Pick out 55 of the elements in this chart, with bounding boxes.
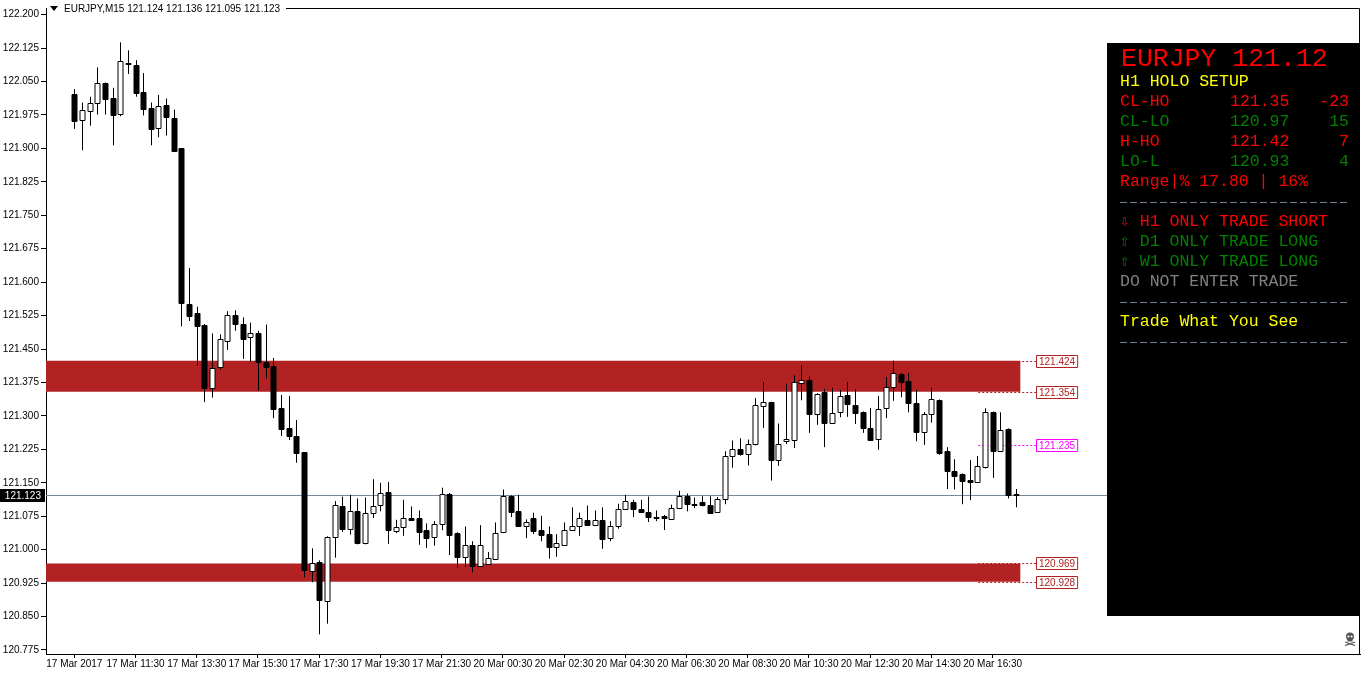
text: H1 HOLO SETUP bbox=[1120, 72, 1249, 92]
y-tick-label: 122.125 bbox=[2, 41, 40, 53]
x-tick-label: 17 Mar 15:30 bbox=[228, 657, 288, 669]
text: DO NOT ENTER TRADE bbox=[1120, 272, 1299, 292]
text: CL-LO 120.97 15 bbox=[1120, 112, 1349, 131]
y-tick-label: 121.900 bbox=[2, 142, 40, 154]
ref-line-label: 120.928 bbox=[1039, 576, 1076, 588]
x-tick-label: 20 Mar 02:30 bbox=[534, 657, 594, 669]
text: Trade What You See bbox=[1120, 312, 1299, 332]
y-tick-label: 121.525 bbox=[2, 309, 40, 321]
y-tick-label: 122.050 bbox=[2, 75, 40, 87]
x-tick-label: 17 Mar 2017 bbox=[46, 657, 103, 669]
y-tick-label: 121.225 bbox=[2, 443, 40, 455]
x-tick-label: 17 Mar 11:30 bbox=[106, 657, 166, 669]
y-tick-label: 120.775 bbox=[2, 643, 40, 655]
x-tick-label: 20 Mar 06:30 bbox=[657, 657, 717, 669]
text: ⇩ H1 ONLY TRADE SHORT bbox=[1120, 212, 1328, 232]
y-tick-label: 122.200 bbox=[2, 8, 40, 20]
text: LO-L 120.93 4 bbox=[1120, 152, 1349, 171]
ref-line-label: 121.235 bbox=[1039, 439, 1076, 451]
x-tick-label: 20 Mar 14:30 bbox=[901, 657, 962, 669]
x-tick-label: 17 Mar 21:30 bbox=[412, 657, 472, 669]
x-tick-label: 20 Mar 08:30 bbox=[718, 657, 778, 669]
y-tick-label: 121.450 bbox=[2, 342, 40, 354]
ref-line-label: 121.354 bbox=[1039, 386, 1076, 398]
y-tick-label: 120.850 bbox=[2, 610, 40, 622]
y-tick-label: 121.375 bbox=[2, 376, 40, 388]
text: ⇧ W1 ONLY TRADE LONG bbox=[1120, 252, 1319, 272]
ref-line-label: 121.123 bbox=[4, 489, 42, 501]
y-tick-label: 121.750 bbox=[2, 209, 40, 221]
y-tick-label: 121.000 bbox=[2, 543, 40, 555]
text: EURJPY 121.12 bbox=[1121, 44, 1328, 74]
text: CL-HO 121.35 -23 bbox=[1120, 92, 1349, 111]
y-tick-label: 121.150 bbox=[2, 476, 40, 488]
x-tick-label: 17 Mar 19:30 bbox=[350, 657, 411, 669]
x-tick-label: 20 Mar 00:30 bbox=[473, 657, 533, 669]
ref-line-label: 120.969 bbox=[1039, 557, 1076, 569]
x-tick-label: 17 Mar 13:30 bbox=[167, 657, 227, 669]
x-tick-label: 17 Mar 17:30 bbox=[289, 657, 350, 669]
y-tick-label: 120.925 bbox=[2, 576, 40, 588]
x-tick-label: 20 Mar 04:30 bbox=[595, 657, 656, 669]
chart-title: EURJPY,M15 121.124 121.136 121.095 121.123 bbox=[64, 3, 281, 14]
y-tick-label: 121.675 bbox=[2, 242, 40, 254]
text: ⇧ D1 ONLY TRADE LONG bbox=[1120, 232, 1319, 252]
text: H-HO 121.42 7 bbox=[1120, 132, 1349, 151]
y-tick-label: 121.975 bbox=[2, 108, 40, 120]
x-tick-label: 20 Mar 10:30 bbox=[779, 657, 839, 669]
ref-line-label: 121.424 bbox=[1039, 355, 1076, 367]
text: Range|% 17.80 | 16% bbox=[1120, 172, 1309, 192]
y-tick-label: 121.300 bbox=[2, 409, 40, 421]
x-tick-label: 20 Mar 12:30 bbox=[840, 657, 901, 669]
y-tick-label: 121.600 bbox=[2, 275, 40, 287]
x-tick-label: 20 Mar 16:30 bbox=[963, 657, 1023, 669]
y-tick-label: 121.075 bbox=[2, 509, 40, 521]
y-tick-label: 121.825 bbox=[2, 175, 40, 187]
